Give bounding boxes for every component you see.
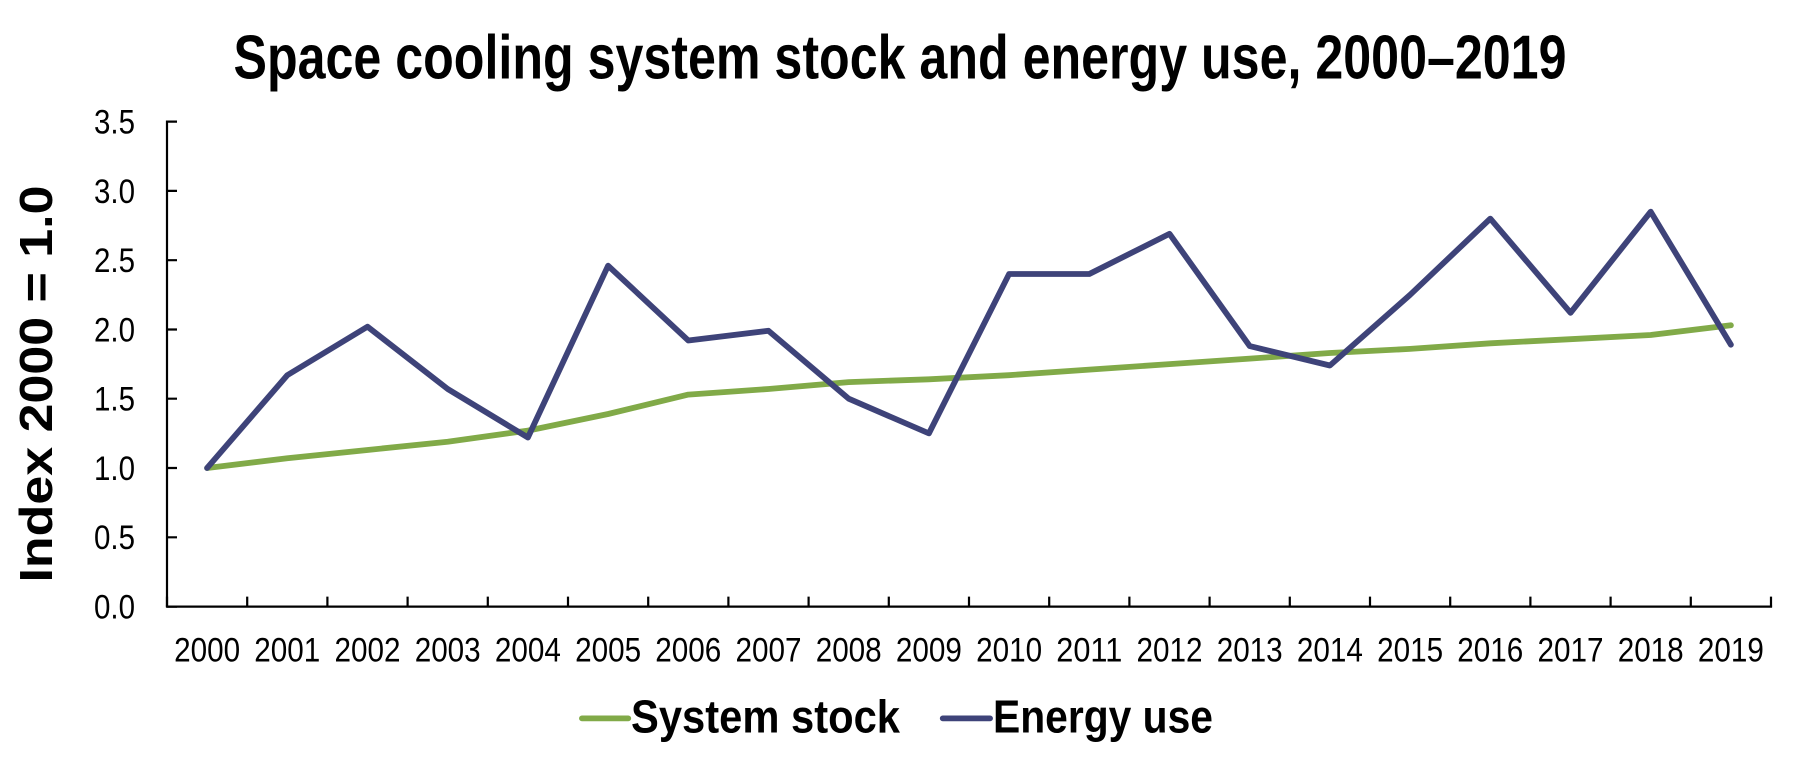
svg-text:2007: 2007 [736,631,802,669]
svg-text:2012: 2012 [1137,631,1203,669]
svg-text:1.5: 1.5 [94,381,135,419]
svg-text:2.0: 2.0 [94,311,135,349]
svg-text:1.0: 1.0 [94,450,135,488]
svg-text:2015: 2015 [1377,631,1443,669]
svg-text:2017: 2017 [1538,631,1604,669]
svg-text:2003: 2003 [415,631,481,669]
svg-text:2006: 2006 [655,631,721,669]
svg-text:2019: 2019 [1698,631,1764,669]
svg-text:3.5: 3.5 [94,104,135,142]
svg-text:2004: 2004 [495,631,561,669]
svg-text:2010: 2010 [976,631,1042,669]
svg-text:Energy use: Energy use [993,691,1213,743]
svg-text:2011: 2011 [1056,631,1122,669]
svg-text:System stock: System stock [631,691,900,743]
svg-text:2009: 2009 [896,631,962,669]
svg-text:2008: 2008 [816,631,882,669]
svg-text:3.0: 3.0 [94,173,135,211]
svg-text:2018: 2018 [1618,631,1684,669]
svg-text:2.5: 2.5 [94,242,135,280]
svg-text:Space cooling system stock and: Space cooling system stock and energy us… [234,23,1567,92]
svg-text:2014: 2014 [1297,631,1363,669]
svg-text:2005: 2005 [575,631,641,669]
svg-text:0.0: 0.0 [94,589,135,627]
svg-text:0.5: 0.5 [94,519,135,557]
svg-text:Index 2000 = 1.0: Index 2000 = 1.0 [10,186,62,583]
svg-text:2002: 2002 [335,631,401,669]
svg-text:2001: 2001 [254,631,320,669]
svg-text:2016: 2016 [1457,631,1523,669]
svg-text:2013: 2013 [1217,631,1283,669]
svg-text:2000: 2000 [174,631,240,669]
